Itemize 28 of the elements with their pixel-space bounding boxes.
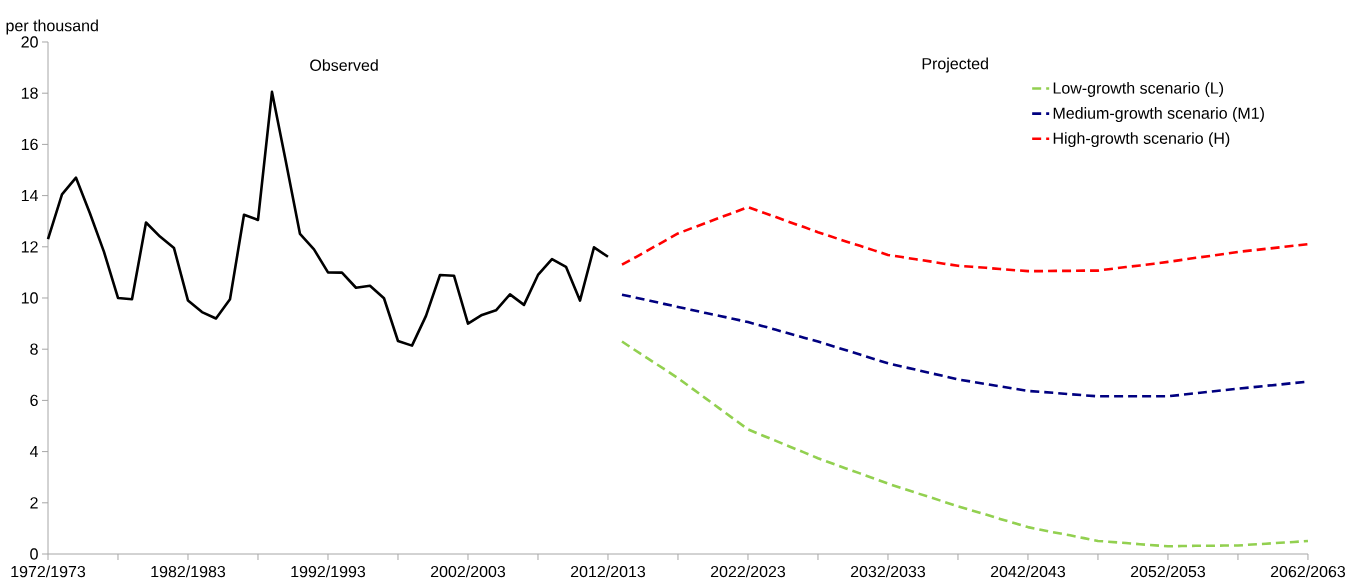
y-tick-label: 2 — [30, 497, 38, 509]
y-tick-label: 0 — [30, 548, 38, 560]
annotation: Observed — [310, 59, 378, 71]
y-tick-label: 14 — [21, 190, 39, 202]
y-tick-label: 12 — [21, 241, 38, 253]
y-tick-label: 20 — [21, 36, 38, 48]
legend-label: High-growth scenario (H) — [1053, 132, 1230, 148]
x-tick-label: 1992/1993 — [291, 565, 366, 578]
x-tick-label: 2022/2023 — [710, 565, 786, 578]
line-series — [46, 90, 610, 347]
y-tick-label: 8 — [30, 343, 38, 355]
x-tick-label: 2032/2033 — [850, 565, 926, 578]
x-tick-label: 2002/2003 — [430, 565, 506, 578]
legend-label: Medium-growth scenario (M1) — [1053, 107, 1264, 123]
y-tick-label: 4 — [29, 446, 39, 458]
x-tick-label: 1972/1973 — [11, 565, 86, 578]
x-tick-label: 1982/1983 — [151, 565, 226, 578]
y-tick-label: 16 — [21, 138, 38, 151]
x-tick-label: 2062/2063 — [1270, 565, 1346, 578]
x-tick-label: 2052/2053 — [1130, 565, 1206, 578]
y-tick-label: 18 — [21, 87, 38, 99]
annotation: Projected — [922, 57, 988, 73]
y-tick-label: 6 — [30, 394, 38, 407]
y-axis-title: per thousand — [6, 19, 98, 35]
y-tick-label: 10 — [21, 292, 38, 304]
legend-label: Low-growth scenario (L) — [1053, 82, 1224, 97]
x-tick-label: 2012/2013 — [570, 565, 646, 578]
x-tick-label: 2042/2043 — [990, 565, 1066, 578]
